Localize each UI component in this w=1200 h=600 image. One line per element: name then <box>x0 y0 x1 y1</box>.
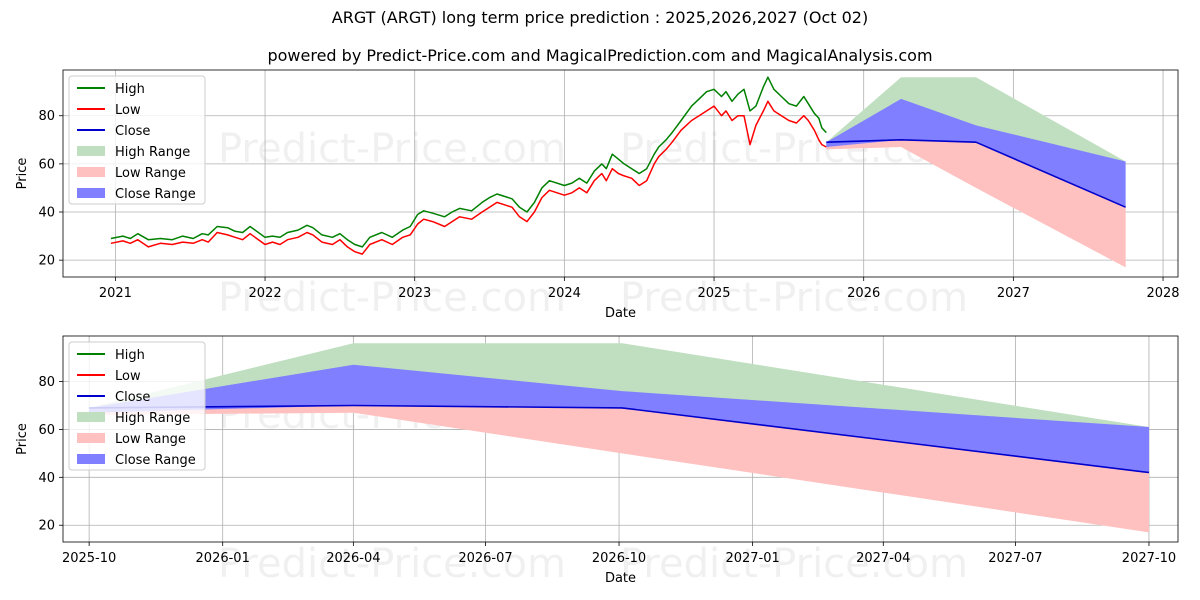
legend-swatch-high-range <box>77 146 105 156</box>
x-tick-label: 2022 <box>249 286 282 301</box>
legend-label-high-range: High Range <box>115 411 190 426</box>
x-axis-label: Date <box>605 571 636 586</box>
y-tick-label: 60 <box>38 157 55 172</box>
x-tick-label: 2026-07 <box>458 551 512 566</box>
close-range-band <box>826 98 1126 208</box>
legend: High Low Close High Range Low Range Close Ran… <box>68 75 206 205</box>
legend-label-low-range: Low Range <box>115 166 186 181</box>
x-tick-label: 2027-01 <box>725 551 779 566</box>
x-tick-label: 2025-10 <box>62 551 116 566</box>
watermark-text: Predict-Price.com <box>218 541 566 587</box>
x-tick-label: 2023 <box>398 286 431 301</box>
x-tick-label: 2027-04 <box>856 551 910 566</box>
legend-label-high: High <box>115 348 145 363</box>
x-tick-label: 2027 <box>997 286 1030 301</box>
y-tick-label: 60 <box>38 423 55 438</box>
low-range-band <box>826 139 1126 268</box>
legend-swatch-close-range <box>77 454 105 464</box>
watermark-text: Predict-Price.com <box>218 275 566 321</box>
y-tick-label: 20 <box>38 519 55 534</box>
x-axis-label: Date <box>605 306 636 321</box>
legend-swatch-low-range <box>77 167 105 177</box>
x-tick-label: 2021 <box>99 286 132 301</box>
axes-frame <box>62 69 1179 278</box>
watermark-text: Predict-Price.com <box>620 275 968 321</box>
x-tick-label: 2024 <box>548 286 581 301</box>
legend-label-low: Low <box>115 103 141 118</box>
legend-label-close: Close <box>115 124 150 139</box>
legend-label-close-range: Close Range <box>115 453 196 468</box>
legend-label-close-range: Close Range <box>115 187 196 202</box>
close-forecast-line <box>89 404 1150 474</box>
legend: High Low Close High Range Low Range Close Ran… <box>68 341 206 471</box>
watermark-text: Predict-Price.com <box>620 541 968 587</box>
legend-swatch-close-range <box>77 188 105 198</box>
high-series-line <box>110 76 827 248</box>
plot-area <box>89 343 1150 533</box>
y-axis-label: Price <box>15 423 30 455</box>
x-tick-label: 2026 <box>847 286 880 301</box>
legend-label-low-range: Low Range <box>115 432 186 447</box>
legend-label-high: High <box>115 82 145 97</box>
low-range-band <box>89 405 1150 533</box>
x-tick-label: 2026-10 <box>592 551 646 566</box>
panel-bottom: Predict-Price.comPredict-Price.comPredic… <box>15 335 1179 587</box>
chart-subtitle: powered by Predict-Price.com and Magical… <box>267 46 933 65</box>
y-tick-label: 40 <box>38 206 55 221</box>
y-tick-label: 80 <box>38 375 55 390</box>
legend-label-close: Close <box>115 390 150 405</box>
close-range-band <box>89 364 1150 473</box>
panel-top: Predict-Price.com Predict-Price.com Predic… <box>15 69 1180 321</box>
x-tick-label: 2027-07 <box>988 551 1042 566</box>
chart-title: ARGT (ARGT) long term price prediction :… <box>331 8 869 27</box>
legend-label-high-range: High Range <box>115 145 190 160</box>
legend-label-low: Low <box>115 369 141 384</box>
close-forecast-line <box>826 139 1126 208</box>
y-tick-label: 40 <box>38 471 55 486</box>
y-tick-label: 20 <box>38 254 55 269</box>
y-tick-label: 80 <box>38 109 55 124</box>
watermark-text: Predict-Price.com <box>218 126 566 172</box>
x-tick-label: 2025 <box>697 286 730 301</box>
x-tick-label: 2028 <box>1146 286 1179 301</box>
x-tick-label: 2026-04 <box>326 551 380 566</box>
x-tick-label: 2027-10 <box>1122 551 1176 566</box>
x-tick-label: 2026-01 <box>196 551 250 566</box>
low-series-line <box>110 100 827 255</box>
legend-swatch-low-range <box>77 433 105 443</box>
y-axis-label: Price <box>15 158 30 190</box>
legend-swatch-high-range <box>77 412 105 422</box>
plot-area <box>110 76 1126 268</box>
axes-frame <box>62 335 1179 543</box>
